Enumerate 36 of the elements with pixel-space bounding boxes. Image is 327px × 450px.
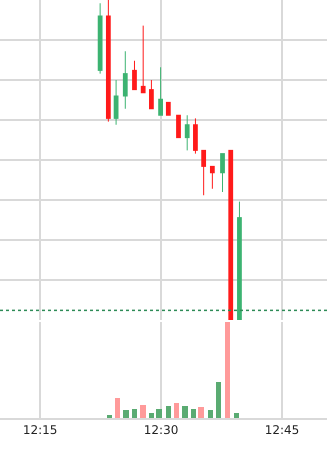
candlestick <box>184 114 190 151</box>
bar <box>115 398 120 418</box>
x-tick-label: 12:45 <box>264 423 300 438</box>
bar <box>149 413 154 418</box>
bar <box>156 409 162 418</box>
candlestick <box>237 201 242 320</box>
candlestick <box>106 0 111 122</box>
bar <box>166 406 171 418</box>
bar <box>123 410 129 418</box>
bar <box>191 409 196 418</box>
candlestick <box>149 80 154 110</box>
candlestick <box>122 50 128 110</box>
bar <box>174 403 179 418</box>
bar <box>182 406 188 418</box>
candlestick <box>201 150 206 196</box>
candlestick <box>132 60 137 90</box>
x-tick-label: 12:15 <box>22 423 58 438</box>
bar <box>198 407 204 418</box>
bar <box>216 382 221 418</box>
candlestick <box>158 66 163 116</box>
candlestick <box>114 80 118 126</box>
candlestick <box>176 114 181 138</box>
bar <box>107 415 112 418</box>
bar <box>208 410 213 418</box>
candlestick <box>220 153 225 192</box>
bar <box>225 322 230 418</box>
candlestick <box>140 25 146 94</box>
bar <box>140 405 146 418</box>
candlestick <box>210 166 215 190</box>
candlestick <box>228 150 234 320</box>
bar <box>234 413 239 418</box>
candlestick <box>193 118 198 154</box>
candlestick <box>166 102 171 116</box>
candlestick <box>98 2 103 74</box>
x-tick-label: 12:30 <box>144 423 178 438</box>
bar <box>132 409 137 418</box>
